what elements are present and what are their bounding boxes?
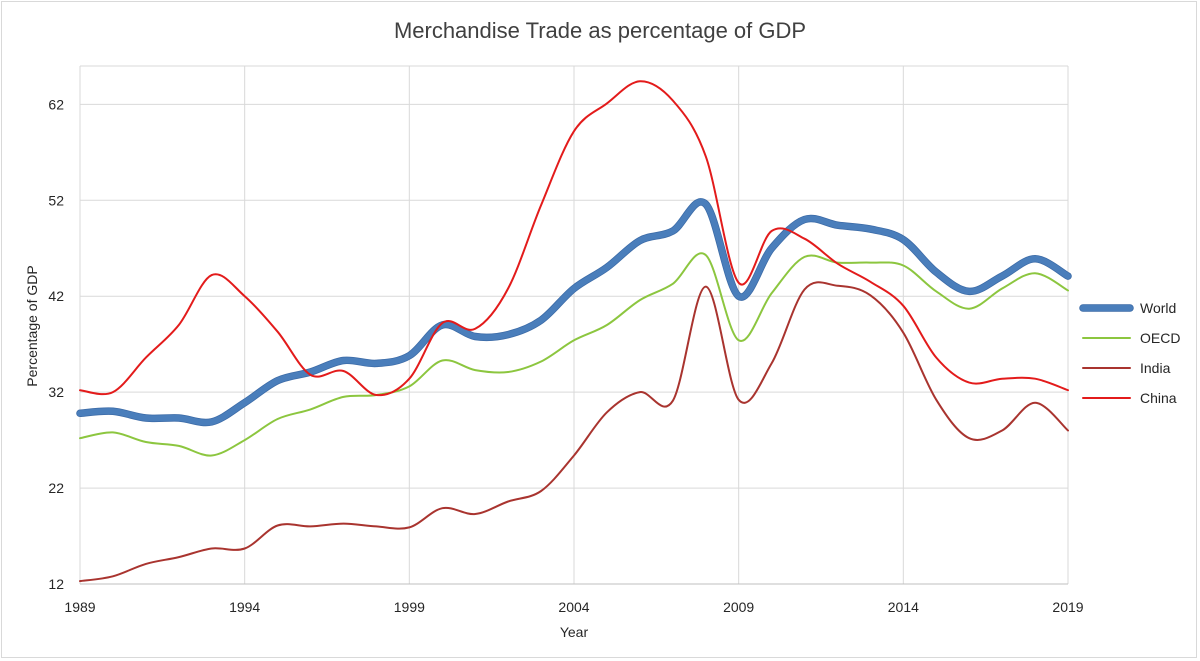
axes: 12 22 32 42 52 62 1989 1994 1999 2004 2009 2014 2019 [48,96,1083,615]
x-tick-label: 2019 [1052,599,1083,615]
chart-title: Merchandise Trade as percentage of GDP [394,18,806,43]
legend-label-oecd: OECD [1140,330,1180,346]
series-lines [76,80,1072,583]
series-line-india [79,281,1069,583]
y-tick-label: 52 [48,192,64,208]
series-line-oecd [79,252,1069,457]
series-line-world [77,198,1071,426]
x-tick-label: 1989 [64,599,95,615]
gridlines [79,65,1069,585]
legend-label-india: India [1140,360,1171,376]
x-tick-label: 2004 [558,599,589,615]
legend: World OECD India China [1079,300,1180,406]
y-tick-label: 22 [48,480,64,496]
x-tick-label: 2009 [723,599,754,615]
series-line-china [79,80,1069,397]
x-tick-label: 1994 [229,599,260,615]
x-tick-label: 1999 [394,599,425,615]
legend-label-world: World [1140,300,1176,316]
y-tick-label: 42 [48,288,64,304]
x-axis-title: Year [560,624,589,640]
y-tick-label: 32 [48,384,64,400]
y-tick-label: 62 [48,96,64,112]
y-tick-label: 12 [48,576,64,592]
legend-label-china: China [1140,390,1177,406]
y-axis-title: Percentage of GDP [24,265,40,386]
x-tick-label: 2014 [888,599,919,615]
